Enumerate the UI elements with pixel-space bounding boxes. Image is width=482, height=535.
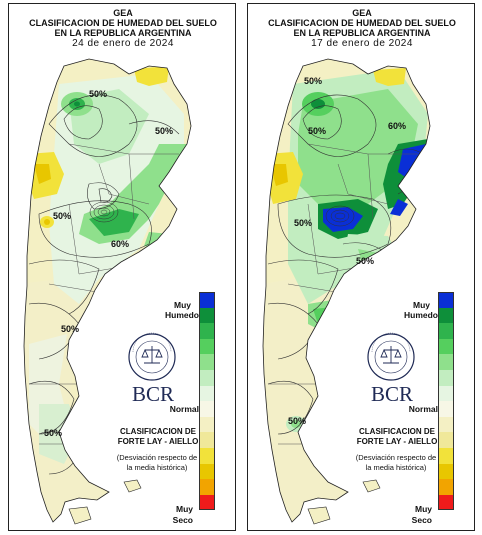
classification-method: FORTE LAY - AIELLO	[117, 437, 199, 446]
color-legend	[438, 292, 464, 511]
legend-swatch	[438, 494, 454, 511]
legend-swatch	[438, 447, 454, 464]
bcr-logo: BCR	[131, 382, 175, 406]
classification-desc-2: la media histórica)	[126, 463, 188, 472]
legend-swatch	[199, 447, 215, 464]
legend-swatch	[438, 323, 454, 339]
legend-swatch	[438, 463, 454, 480]
legend-dry-label: Muy	[176, 504, 193, 514]
legend-dry-label-2: Seco	[411, 515, 432, 525]
legend-swatch	[199, 292, 215, 308]
map-panel-jan-24: 50% 50% 50% 60% 50% 50% GEA CLASIFICACIO…	[8, 3, 236, 531]
contour-label: 50%	[308, 126, 326, 136]
contour-label: 50%	[304, 76, 322, 86]
bcr-seal-icon	[128, 332, 176, 381]
contour-label: 50%	[44, 428, 62, 438]
legend-swatch	[438, 432, 454, 448]
legend-dry-label-2: Seco	[172, 515, 193, 525]
legend-swatch	[438, 479, 454, 495]
legend-swatch	[438, 292, 454, 308]
map-panel-jan-17: 50% 50% 50% 60% 50% 50% GEA CLASIFICACIO…	[247, 3, 475, 531]
legend-swatch	[199, 494, 215, 511]
contour-label: 50%	[356, 256, 374, 266]
legend-swatch	[199, 369, 215, 386]
legend-swatch	[199, 385, 215, 402]
legend-dry-label: Muy	[415, 504, 432, 514]
color-legend	[199, 292, 225, 511]
legend-swatch	[438, 385, 454, 402]
soil-moisture-map: 50% 50% 50% 60% 50% 50%	[23, 58, 192, 525]
legend-swatch	[438, 401, 454, 417]
title-line-2: EN LA REPUBLICA ARGENTINA	[54, 28, 192, 38]
legend-swatch	[199, 338, 215, 355]
legend-wet-label-2: Humedo	[404, 310, 438, 320]
contour-label: 50%	[288, 416, 306, 426]
legend-swatch	[438, 338, 454, 355]
contour-label: 60%	[388, 121, 406, 131]
title-line-1: CLASIFICACION DE HUMEDAD DEL SUELO	[268, 18, 456, 28]
legend-wet-label: Muy	[174, 300, 191, 310]
legend-swatch	[199, 323, 215, 339]
contour-label: 50%	[155, 126, 173, 136]
title-line-2: EN LA REPUBLICA ARGENTINA	[293, 28, 431, 38]
legend-swatch	[438, 354, 454, 370]
legend-swatch	[438, 416, 454, 433]
title-line-1: CLASIFICACION DE HUMEDAD DEL SUELO	[29, 18, 217, 28]
contour-label: 50%	[53, 211, 71, 221]
title-org: GEA	[352, 8, 372, 18]
legend-wet-label-2: Humedo	[165, 310, 199, 320]
contour-label: 50%	[61, 324, 79, 334]
legend-swatch	[199, 416, 215, 433]
legend-swatch	[199, 401, 215, 417]
bcr-seal-icon	[367, 332, 415, 381]
map-date: 24 de enero de 2024	[72, 38, 174, 49]
legend-swatch	[199, 463, 215, 480]
soil-moisture-map: 50% 50% 50% 60% 50% 50%	[262, 58, 431, 525]
classification-title: CLASIFICACION DE	[359, 427, 435, 436]
legend-swatch	[199, 432, 215, 448]
classification-desc-1: (Desviación respecto de	[116, 453, 198, 462]
contour-label: 50%	[89, 89, 107, 99]
legend-swatch	[199, 479, 215, 495]
legend-wet-label: Muy	[413, 300, 430, 310]
legend-swatch	[199, 354, 215, 370]
contour-label: 60%	[111, 239, 129, 249]
classification-desc-2: la media histórica)	[365, 463, 427, 472]
bcr-logo: BCR	[370, 382, 414, 406]
contour-label: 50%	[294, 218, 312, 228]
legend-swatch	[438, 369, 454, 386]
map-date: 17 de enero de 2024	[311, 38, 413, 49]
legend-normal-label: Normal	[169, 404, 199, 414]
classification-method: FORTE LAY - AIELLO	[356, 437, 438, 446]
legend-swatch	[438, 307, 454, 324]
legend-normal-label: Normal	[408, 404, 438, 414]
title-org: GEA	[113, 8, 133, 18]
classification-title: CLASIFICACION DE	[120, 427, 196, 436]
legend-swatch	[199, 307, 215, 324]
classification-desc-1: (Desviación respecto de	[355, 453, 437, 462]
